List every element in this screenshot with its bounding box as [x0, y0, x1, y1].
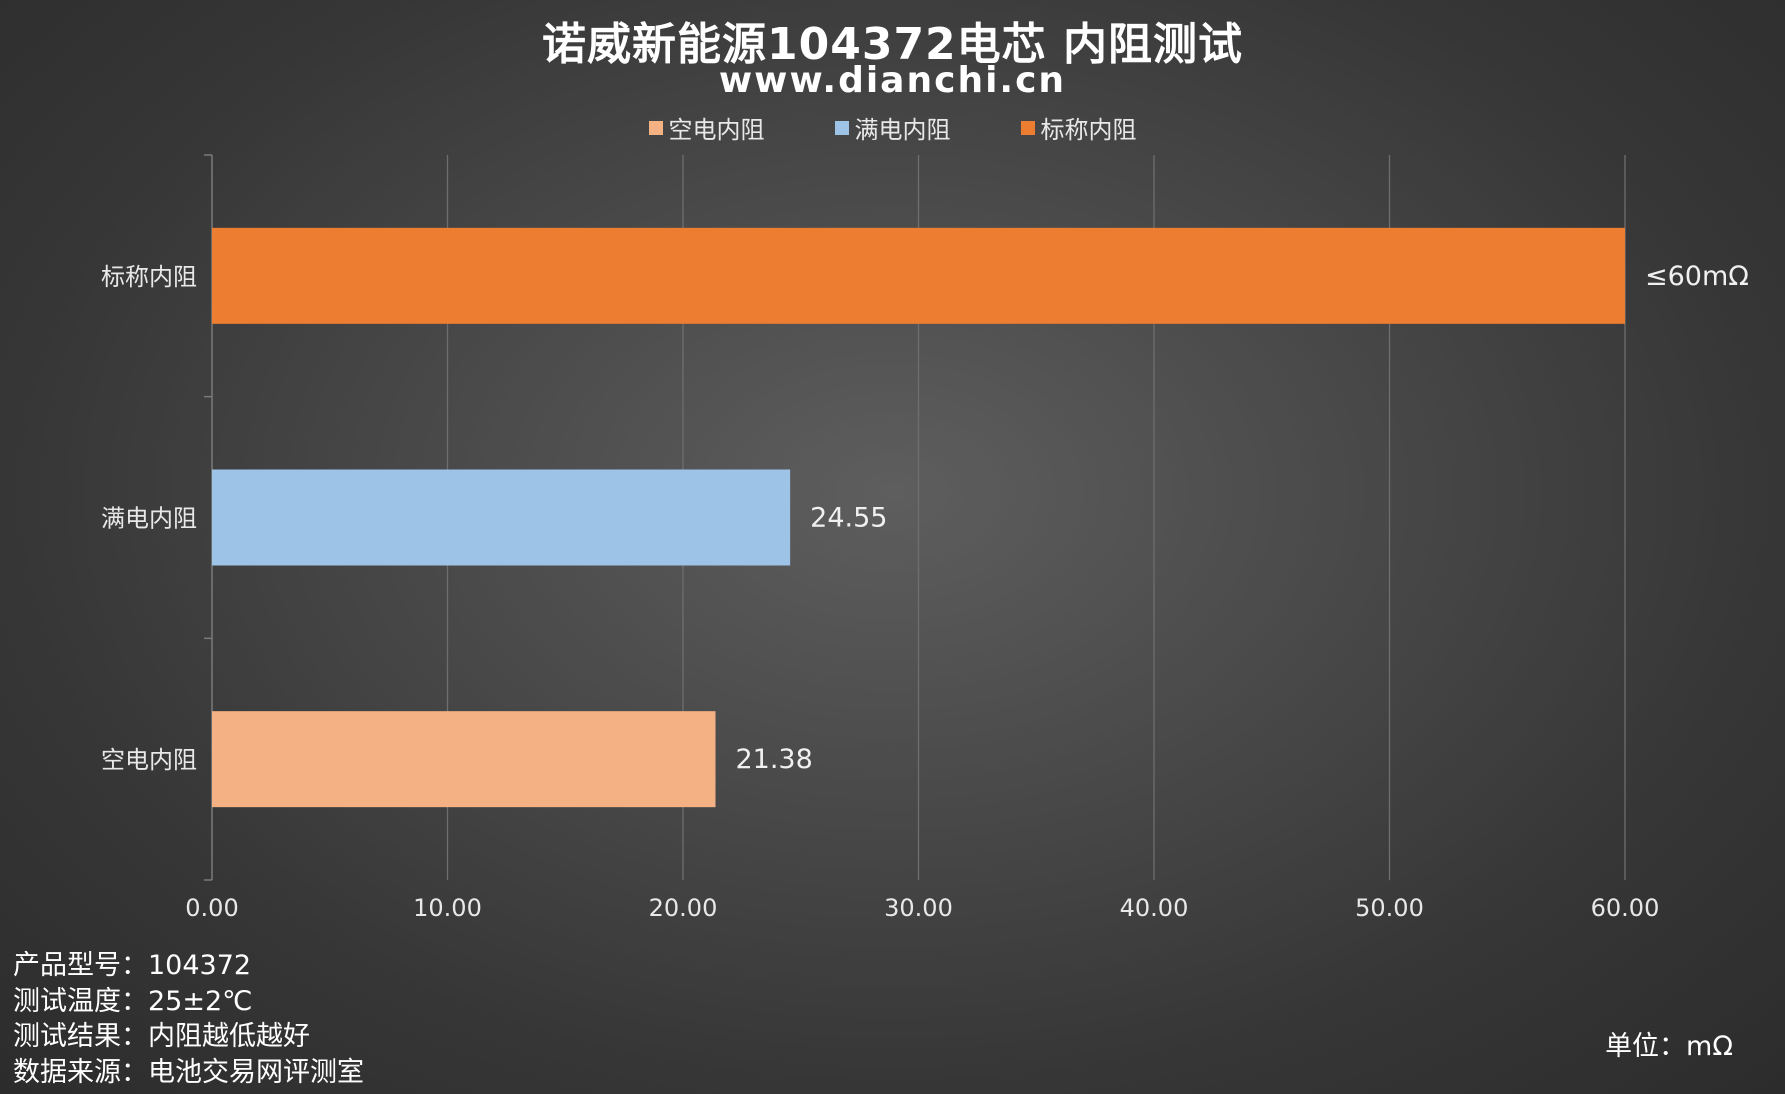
chart-subtitle: www.dianchi.cn — [718, 60, 1067, 101]
x-tick-label: 60.00 — [1591, 894, 1660, 922]
unit-label: 单位：mΩ — [1605, 1031, 1733, 1062]
legend-swatch-empty — [648, 120, 663, 135]
x-tick-label: 0.00 — [185, 894, 238, 922]
bar — [212, 227, 1625, 324]
bar — [212, 711, 716, 808]
legend-item-empty: 空电内阻 — [648, 110, 765, 145]
data-label: 24.55 — [810, 503, 887, 534]
note-result: 测试结果：内阻越低越好 — [13, 1021, 310, 1052]
x-tick-label: 50.00 — [1355, 894, 1424, 922]
data-label: 21.38 — [735, 744, 812, 775]
legend-swatch-full — [834, 120, 849, 135]
category-label: 标称内阻 — [101, 263, 197, 291]
data-label: ≤60mΩ — [1645, 261, 1749, 292]
x-tick-label: 40.00 — [1120, 894, 1189, 922]
x-tick-label: 20.00 — [649, 894, 718, 922]
legend-item-nominal: 标称内阻 — [1020, 110, 1137, 145]
notes-block: 产品型号：104372 测试温度：25±2℃ 测试结果：内阻越低越好 数据来源：… — [13, 948, 364, 1090]
category-label: 满电内阻 — [101, 505, 197, 533]
legend: 空电内阻 满电内阻 标称内阻 — [0, 110, 1785, 145]
legend-swatch-nominal — [1020, 120, 1035, 135]
legend-label-nominal: 标称内阻 — [1040, 116, 1137, 144]
chart-title: 诺威新能源104372电芯 内阻测试 — [541, 19, 1243, 70]
x-tick-label: 10.00 — [413, 894, 482, 922]
legend-label-empty: 空电内阻 — [668, 116, 765, 144]
bar — [212, 469, 791, 566]
note-temperature: 测试温度：25±2℃ — [13, 985, 253, 1017]
x-tick-label: 30.00 — [884, 894, 953, 922]
category-label: 空电内阻 — [101, 746, 197, 774]
legend-label-full: 满电内阻 — [854, 116, 951, 144]
legend-item-full: 满电内阻 — [834, 110, 951, 145]
note-source: 数据来源：电池交易网评测室 — [13, 1056, 364, 1088]
note-model: 产品型号：104372 — [13, 950, 252, 981]
